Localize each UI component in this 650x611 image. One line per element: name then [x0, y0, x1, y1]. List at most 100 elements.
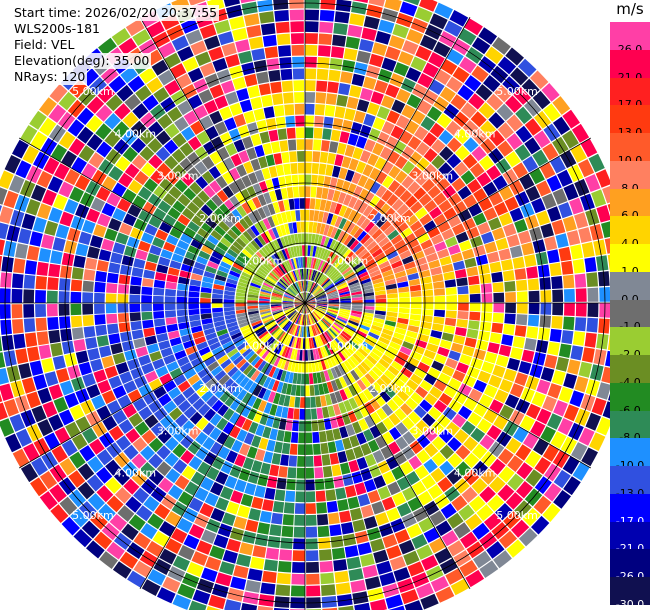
velocity-gate — [364, 299, 375, 302]
velocity-gate — [305, 151, 312, 162]
velocity-gate — [358, 494, 371, 507]
velocity-gate — [443, 271, 455, 280]
velocity-gate — [339, 131, 349, 143]
velocity-gate — [118, 313, 129, 323]
velocity-gate — [490, 333, 502, 344]
velocity-gate — [252, 545, 266, 558]
velocity-gate — [544, 355, 557, 369]
velocity-gate — [314, 467, 323, 478]
velocity-gate — [296, 127, 305, 138]
velocity-gate — [526, 326, 538, 338]
velocity-gate — [360, 88, 373, 101]
velocity-gate — [499, 345, 512, 357]
velocity-gate — [76, 243, 89, 256]
velocity-gate — [456, 277, 468, 286]
velocity-gate — [118, 304, 129, 313]
velocity-gate — [291, 586, 305, 597]
velocity-gate — [309, 222, 314, 233]
velocity-gate — [306, 491, 316, 502]
velocity-gate — [212, 299, 223, 304]
velocity-gate — [312, 163, 319, 174]
velocity-gate — [295, 397, 301, 408]
velocity-gate — [296, 480, 305, 491]
velocity-gate — [278, 129, 288, 141]
velocity-gate — [200, 298, 211, 303]
velocity-gate — [316, 502, 327, 513]
velocity-gate — [544, 236, 557, 250]
velocity-gate — [456, 319, 468, 328]
velocity-gate — [528, 315, 539, 327]
velocity-gate — [272, 453, 281, 465]
velocity-gate — [311, 187, 317, 198]
velocity-gate — [25, 260, 37, 275]
velocity-gate — [320, 0, 335, 10]
velocity-gate — [487, 342, 500, 354]
velocity-gate — [552, 290, 563, 303]
velocity-gate — [219, 561, 235, 575]
velocity-gate — [189, 291, 200, 297]
velocity-gate — [466, 267, 478, 277]
velocity-gate — [305, 21, 319, 32]
velocity-gate — [82, 292, 93, 303]
velocity-gate — [526, 266, 538, 278]
velocity-gate — [236, 554, 251, 567]
velocity-gate — [35, 290, 46, 303]
velocity-gate — [374, 80, 388, 94]
velocity-gate — [305, 0, 320, 9]
velocity-gate — [226, 539, 241, 553]
velocity-gate — [273, 0, 288, 10]
velocity-gate — [254, 485, 265, 498]
velocity-gate — [446, 303, 457, 310]
velocity-gate — [79, 362, 92, 376]
velocity-gate — [335, 106, 346, 118]
velocity-gate — [455, 269, 467, 279]
velocity-gate — [311, 175, 318, 186]
velocity-gate — [329, 141, 338, 153]
velocity-gate — [294, 515, 305, 526]
velocity-gate — [293, 187, 299, 198]
velocity-gate — [306, 550, 319, 561]
velocity-gate — [327, 153, 336, 165]
velocity-gate — [547, 342, 560, 356]
velocity-gate — [289, 0, 304, 9]
velocity-gate — [363, 565, 378, 579]
velocity-gate — [237, 505, 250, 518]
velocity-gate — [295, 503, 305, 514]
velocity-gate — [539, 277, 551, 289]
velocity-gate — [293, 550, 305, 561]
velocity-gate — [305, 186, 311, 197]
velocity-gate — [248, 508, 261, 521]
velocity-gate — [457, 311, 468, 319]
velocity-gate — [56, 368, 70, 383]
velocity-gate — [247, 303, 258, 306]
range-label: 5.00km — [496, 85, 538, 98]
velocity-gate — [224, 299, 235, 303]
velocity-gate — [345, 485, 357, 498]
velocity-gate — [33, 374, 47, 390]
velocity-gate — [315, 479, 325, 490]
velocity-gate — [295, 104, 305, 115]
velocity-gate — [274, 105, 285, 117]
velocity-gate — [344, 108, 356, 121]
velocity-gate — [306, 468, 315, 479]
velocity-gate — [514, 372, 528, 386]
velocity-gate — [379, 572, 395, 586]
velocity-gate — [274, 442, 283, 454]
velocity-gate — [574, 212, 588, 228]
velocity-gate — [563, 275, 575, 289]
velocity-gate — [76, 351, 89, 364]
velocity-gate — [315, 104, 325, 115]
velocity-gate — [277, 478, 287, 490]
velocity-gate — [13, 258, 25, 273]
velocity-gate — [576, 288, 587, 302]
velocity-gate — [275, 489, 286, 501]
velocity-gate — [218, 31, 234, 45]
velocity-gate — [333, 23, 348, 35]
velocity-gate — [118, 284, 129, 294]
velocity-gate — [87, 246, 100, 259]
velocity-gate — [59, 291, 70, 303]
velocity-gate — [387, 293, 398, 298]
velocity-gate — [118, 294, 129, 303]
velocity-gate — [446, 287, 457, 295]
velocity-gate — [94, 369, 107, 382]
